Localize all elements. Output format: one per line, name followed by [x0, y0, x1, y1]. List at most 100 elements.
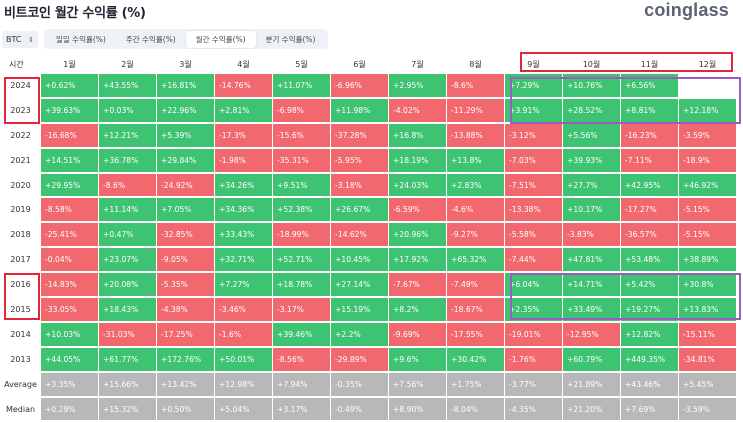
return-cell: -6.59%: [389, 198, 446, 222]
column-header-month: 7월: [411, 59, 424, 69]
return-cell: +46.92%: [679, 173, 736, 197]
return-cell: +7.69%: [621, 397, 678, 421]
return-cell: -7.49%: [447, 273, 504, 297]
chevron-updown-icon: ⇕: [28, 35, 34, 44]
return-cell: +10.76%: [563, 74, 620, 97]
return-cell: +7.05%: [157, 198, 214, 222]
return-cell: +53.48%: [621, 248, 678, 272]
return-cell: +5.42%: [621, 273, 678, 297]
row-label: 2018: [10, 230, 31, 240]
return-cell: +2.95%: [389, 74, 446, 97]
return-cell: -3.59%: [679, 397, 736, 421]
row-label: 2022: [10, 130, 31, 140]
return-cell: -4.6%: [447, 198, 504, 222]
return-cell: +11.98%: [331, 98, 388, 122]
return-cell: -9.27%: [447, 223, 504, 247]
return-cell: +3.17%: [273, 397, 330, 421]
year-row: 2023 +39.63% +0.03% +22.96% +2.81% -6.98% +11.…: [1, 98, 736, 122]
return-cell: -36.57%: [621, 223, 678, 247]
row-label: 2024: [10, 80, 31, 90]
return-cell: +32.71%: [215, 248, 272, 272]
return-cell: -4.02%: [389, 98, 446, 122]
year-row: 2013 +44.05% +61.77% +172.76% +50.01% -8.56% -…: [1, 347, 736, 371]
return-cell: +0.47%: [99, 223, 156, 247]
return-cell: -0.35%: [331, 372, 388, 396]
return-cell: +43.46%: [621, 372, 678, 396]
return-cell: +61.77%: [99, 347, 156, 371]
row-label: Median: [5, 404, 36, 414]
return-cell: -16.23%: [621, 123, 678, 147]
return-cell: +43.55%: [99, 74, 156, 97]
return-cell: +21.20%: [563, 397, 620, 421]
return-cell: -16.68%: [41, 123, 98, 147]
return-cell: +0.62%: [41, 74, 98, 97]
summary-row: Average +3.35% +15.66% +13.42% +12.98% +7.94%…: [1, 372, 736, 396]
return-cell: +8.90%: [389, 397, 446, 421]
row-label: 2023: [10, 105, 31, 115]
return-cell: +52.38%: [273, 198, 330, 222]
return-cell: -5.35%: [157, 273, 214, 297]
column-header-month: 9월: [527, 59, 540, 69]
column-header-month: 4월: [237, 59, 250, 69]
return-cell: -24.92%: [157, 173, 214, 197]
year-row: 2017 -0.04% +23.07% -9.05% +32.71% +52.71% +10…: [1, 248, 736, 272]
return-cell: -3.46%: [215, 298, 272, 321]
return-cell: +39.93%: [563, 148, 620, 172]
return-cell: +5.56%: [563, 123, 620, 147]
return-cell: +5.39%: [157, 123, 214, 147]
return-cell: +12.98%: [215, 372, 272, 396]
return-cell: +29.84%: [157, 148, 214, 172]
row-label: 2013: [10, 354, 31, 364]
return-cell: +7.29%: [505, 74, 562, 97]
return-cell: +29.95%: [41, 173, 98, 197]
return-cell: +11.14%: [99, 198, 156, 222]
tab-weekly[interactable]: 주간 수익률(%): [125, 34, 176, 44]
return-cell: -8.6%: [447, 74, 504, 97]
return-cell: +39.63%: [41, 98, 98, 122]
tab-monthly[interactable]: 월간 수익률(%): [185, 30, 256, 48]
return-cell: +27.7%: [563, 173, 620, 197]
return-cell: -3.83%: [563, 223, 620, 247]
return-cell: +47.81%: [563, 248, 620, 272]
return-cell: +13.83%: [679, 298, 736, 321]
return-cell: -31.03%: [99, 322, 156, 346]
row-label: 2014: [10, 329, 31, 339]
year-row: 2021 +14.51% +36.78% +29.84% -1.98% -35.31% -5…: [1, 148, 736, 172]
return-cell: -0.49%: [331, 397, 388, 421]
return-cell: +2.83%: [447, 173, 504, 197]
year-row: 2019 -8.58% +11.14% +7.05% +34.36% +52.38% +26…: [1, 198, 736, 222]
return-cell: +3.91%: [505, 98, 562, 122]
coin-select[interactable]: BTC ⇕: [2, 31, 38, 48]
year-row: 2024 +0.62% +43.55% +16.81% -14.76% +11.07% -6…: [1, 74, 736, 97]
return-cell: +36.78%: [99, 148, 156, 172]
return-cell: +30.8%: [679, 273, 736, 297]
row-label: 2016: [10, 280, 31, 290]
column-header-month: 5월: [295, 59, 308, 69]
return-cell: -11.29%: [447, 98, 504, 122]
return-cell: -5.15%: [679, 223, 736, 247]
return-cell: +10.03%: [41, 322, 98, 346]
return-cell: +20.08%: [99, 273, 156, 297]
return-cell: +2.2%: [331, 322, 388, 346]
return-cell: +8.81%: [621, 98, 678, 122]
tab-daily[interactable]: 일일 수익률(%): [56, 34, 106, 44]
return-cell: +17.92%: [389, 248, 446, 272]
tab-quarterly[interactable]: 분기 수익률(%): [265, 34, 316, 44]
return-cell: +12.18%: [679, 98, 736, 122]
return-cell: +34.26%: [215, 173, 272, 197]
return-cell: -5.15%: [679, 198, 736, 222]
return-cell: -5.58%: [505, 223, 562, 247]
column-header-month: 6월: [353, 59, 366, 69]
return-cell: +6.56%: [621, 74, 678, 97]
return-cell: +23.07%: [99, 248, 156, 272]
return-cell: +7.94%: [273, 372, 330, 396]
return-cell: +8.2%: [389, 298, 446, 321]
return-cell: [679, 74, 736, 97]
return-cell: +18.78%: [273, 273, 330, 297]
return-cell: -4.35%: [505, 397, 562, 421]
return-cell: -8.56%: [273, 347, 330, 371]
return-cell: +9.51%: [273, 173, 330, 197]
return-cell: -19.01%: [505, 322, 562, 346]
return-cell: +18.19%: [389, 148, 446, 172]
return-cell: +20.96%: [389, 223, 446, 247]
